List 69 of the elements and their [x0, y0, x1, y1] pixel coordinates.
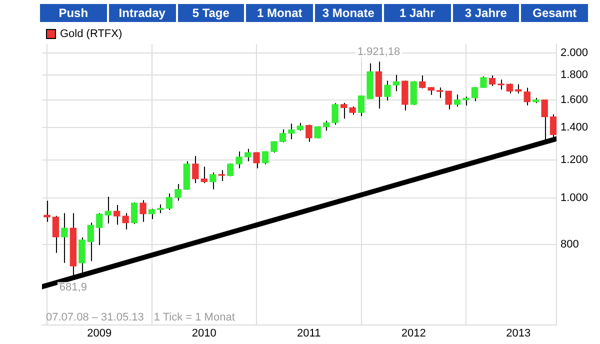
- candlestick: [61, 212, 68, 264]
- candlestick: [506, 82, 513, 94]
- annotation: 1 Tick = 1 Monat: [154, 311, 235, 324]
- candlestick: [210, 172, 216, 190]
- candlestick: [87, 222, 94, 262]
- candlestick: [174, 184, 182, 202]
- text: Push: [40, 4, 107, 22]
- candlestick: [498, 79, 504, 90]
- candlestick: [279, 128, 286, 143]
- legend-label: Gold (RTFX): [60, 28, 122, 40]
- candlestick: [253, 152, 260, 169]
- candlestick: [419, 74, 426, 89]
- text: 3 Monate: [315, 4, 382, 22]
- candlestick: [323, 120, 330, 132]
- candlestick: [44, 200, 50, 222]
- candlestick: [114, 204, 120, 226]
- candlestick: [78, 236, 86, 274]
- candlestick: [480, 76, 487, 88]
- y-tick-label: 800: [560, 238, 579, 251]
- y-tick-label: 2.000: [560, 47, 588, 60]
- candlestick: [192, 155, 199, 184]
- y-tick-label: 1.600: [560, 94, 588, 106]
- x-tick-label: 2013: [506, 327, 531, 340]
- candlestick: [436, 87, 444, 98]
- candlestick: [244, 148, 252, 162]
- candlestick: [332, 102, 338, 126]
- annotation: 07.07.08 – 31.05.13: [46, 311, 144, 324]
- candlestick: [148, 208, 156, 220]
- candlestick: [454, 94, 461, 107]
- candlestick: [306, 124, 312, 142]
- y-tick-label: 1.000: [560, 192, 588, 204]
- candlestick: [140, 200, 146, 222]
- candlestick: [218, 170, 225, 182]
- text: 1 Jahr: [384, 4, 450, 22]
- text: 5 Tage: [178, 4, 244, 22]
- x-tick-label: 2010: [192, 327, 216, 340]
- x-tick-label: 2012: [401, 327, 426, 340]
- candlestick: [488, 74, 496, 86]
- candlestick: [515, 84, 522, 94]
- text: Intraday: [108, 4, 176, 22]
- candlestick: [410, 80, 417, 106]
- y-tick-label: 1.200: [560, 154, 588, 166]
- y-tick-label: 1.800: [560, 69, 588, 82]
- candlestick: [122, 212, 129, 230]
- candlestick: [96, 212, 103, 246]
- candlestick: [104, 196, 112, 224]
- text: 1 Monat: [246, 4, 313, 22]
- x-tick-label: 2011: [297, 327, 321, 340]
- candlestick: [314, 126, 321, 139]
- candlestick: [384, 80, 391, 101]
- candlestick: [200, 166, 208, 184]
- text: 3 Jahre: [452, 4, 520, 22]
- candlestick: [340, 102, 348, 120]
- candlestick: [392, 74, 400, 92]
- candlestick: [52, 215, 60, 254]
- candlestick: [358, 95, 365, 117]
- candlestick: [236, 151, 242, 169]
- candlestick: [130, 202, 138, 224]
- candlestick: [288, 123, 295, 140]
- annotation: 1.921,18: [357, 46, 400, 58]
- candlestick: [166, 192, 173, 210]
- y-tick-label: 1.400: [560, 122, 588, 134]
- candlestick: [524, 87, 530, 106]
- candlestick: [471, 86, 478, 102]
- candlestick: [445, 90, 452, 110]
- candlestick: [262, 150, 269, 165]
- annotation: 681,9: [59, 282, 87, 294]
- text: Gesamt: [521, 4, 588, 22]
- x-tick-label: 2009: [87, 327, 112, 340]
